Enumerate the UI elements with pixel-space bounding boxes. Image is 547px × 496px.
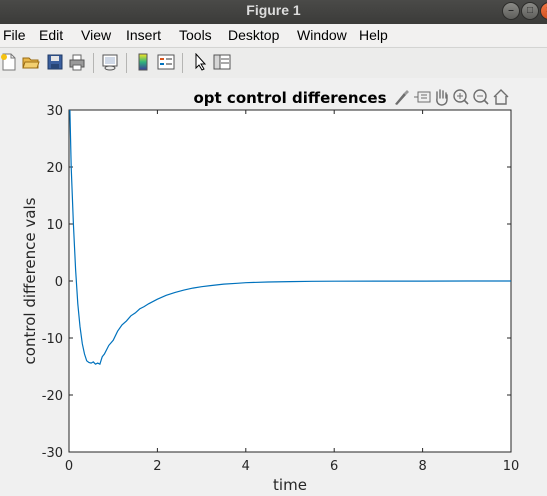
colorbar-icon[interactable] (134, 53, 152, 71)
pan-icon[interactable] (436, 89, 448, 106)
save-icon[interactable] (46, 53, 64, 71)
x-axis-label: time (273, 476, 307, 494)
menu-desktop[interactable]: Desktop (228, 27, 280, 43)
toolbar-separator (126, 53, 127, 73)
y-tick-label: -30 (42, 446, 63, 461)
y-tick-label: 30 (46, 104, 63, 119)
print-icon[interactable] (68, 53, 86, 71)
menu-tools[interactable]: Tools (179, 27, 212, 43)
x-tick-label: 4 (242, 459, 250, 474)
axis-ticks (68, 109, 512, 453)
y-tick-label: -20 (42, 389, 63, 404)
x-tick-label: 10 (503, 459, 520, 474)
toolbar-separator (182, 53, 183, 73)
maximize-window-icon[interactable]: □ (521, 2, 539, 20)
toolbar-separator (93, 53, 94, 73)
menu-edit[interactable]: Edit (39, 27, 64, 43)
x-tick-label: 2 (153, 459, 161, 474)
x-tick-label: 6 (330, 459, 338, 474)
menu-view[interactable]: View (81, 27, 112, 43)
y-tick-label: 10 (46, 218, 63, 233)
menu-help[interactable]: Help (359, 27, 388, 43)
legend-icon[interactable] (157, 53, 175, 71)
window-title: Figure 1 (246, 2, 301, 18)
series-line (69, 109, 511, 366)
y-tick-label: 20 (46, 161, 63, 176)
figure-toolbar (0, 47, 547, 79)
x-tick-label: 8 (418, 459, 426, 474)
open-file-icon[interactable] (22, 53, 40, 71)
axis-tick-labels: 0 2 4 6 8 10 -30 -20 -10 0 10 20 30 (42, 104, 520, 474)
menu-bar: File Edit View Insert Tools Desktop Wind… (0, 24, 547, 46)
zoom-in-icon[interactable] (453, 89, 469, 105)
chart-title: opt control differences (194, 89, 387, 107)
y-axis-label: control difference vals (21, 197, 39, 364)
home-icon[interactable] (493, 89, 509, 105)
zoom-out-icon[interactable] (473, 89, 489, 105)
menu-window[interactable]: Window (297, 27, 347, 43)
minimize-window-icon[interactable]: – (502, 2, 520, 20)
menu-file[interactable]: File (3, 27, 26, 43)
brush-icon[interactable] (395, 90, 409, 105)
data-tips-icon[interactable] (414, 91, 431, 103)
x-tick-label: 0 (65, 459, 73, 474)
window-titlebar: Figure 1 – □ × (0, 0, 547, 24)
y-tick-label: 0 (55, 275, 63, 290)
y-tick-label: -10 (42, 332, 63, 347)
property-inspector-icon[interactable] (213, 53, 231, 71)
menu-insert[interactable]: Insert (126, 27, 162, 43)
edit-plot-pointer-icon[interactable] (191, 53, 209, 71)
link-plot-icon[interactable] (101, 53, 119, 71)
axes-toolbar (395, 89, 509, 106)
new-figure-icon[interactable] (0, 53, 18, 71)
